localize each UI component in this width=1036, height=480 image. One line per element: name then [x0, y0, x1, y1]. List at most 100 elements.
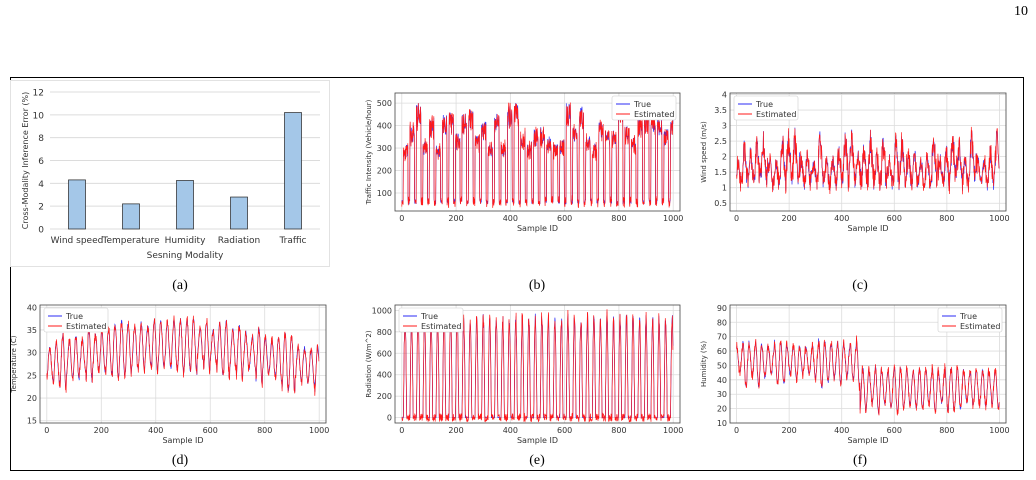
xtick-label: 1000 — [989, 426, 1009, 435]
caption-a: (a) — [172, 278, 188, 293]
plot-frame — [394, 304, 681, 424]
bar-chart-background — [10, 80, 330, 267]
ytick-label: 200 — [377, 167, 392, 176]
legend-label: Estimated — [66, 322, 106, 331]
xtick-label: 400 — [834, 426, 849, 435]
xtick-label: Radiation — [218, 236, 261, 246]
xtick-label: 600 — [203, 426, 218, 435]
x-axis-label: Sample ID — [847, 224, 888, 233]
xtick-label: 400 — [503, 214, 518, 223]
x-axis-label: Sample ID — [517, 436, 558, 445]
legend-label: True — [959, 312, 977, 321]
xtick-label: 0 — [734, 214, 739, 223]
ytick-label: 40 — [27, 303, 37, 312]
ytick-label: 1000 — [372, 306, 392, 315]
series-estimated-line — [736, 335, 1000, 416]
chart-b-traffic: 0 200 400 600 800 1000 100 200 300 400 500 Sample I… — [365, 92, 683, 233]
xtick-label: 800 — [611, 426, 626, 435]
series-estimated-line — [736, 126, 1000, 195]
ytick-label: 4 — [722, 91, 727, 100]
ytick-label: 0 — [38, 226, 44, 236]
y-axis-label: Radiation (W/m^2) — [365, 330, 373, 397]
ytick-label: 500 — [377, 99, 392, 108]
xtick-label: 200 — [448, 214, 463, 223]
ytick-label: 2.5 — [714, 137, 727, 146]
ytick-label: 80 — [717, 318, 727, 327]
xtick-label: 1000 — [663, 426, 683, 435]
x-axis-label: Sesning Modality — [147, 251, 224, 261]
ytick-label: 30 — [717, 390, 727, 399]
legend-label: True — [633, 100, 651, 109]
ytick-label: 20 — [27, 394, 37, 403]
ytick-label: 10 — [717, 419, 727, 428]
xtick-label: 0 — [399, 214, 404, 223]
xtick-label: 200 — [782, 426, 797, 435]
plot-frame — [729, 304, 1007, 424]
x-axis-label: Sample ID — [162, 436, 203, 445]
ytick-label: 0 — [387, 414, 392, 423]
xtick-label: 400 — [503, 426, 518, 435]
bar — [68, 179, 86, 230]
xtick-label: 1000 — [989, 214, 1009, 223]
page-number: 10 — [1014, 4, 1028, 19]
chart-e-radiation: 0 200 400 600 800 1000 0 200 400 600 800 1000 Sample… — [365, 304, 683, 445]
caption-b: (b) — [528, 278, 546, 293]
xtick-label: 0 — [734, 426, 739, 435]
x-axis-label: Sample ID — [847, 436, 888, 445]
ytick-label: 60 — [717, 347, 727, 356]
caption-f: (f) — [853, 453, 867, 468]
ytick-label: 200 — [377, 392, 392, 401]
xtick-label: 200 — [94, 426, 109, 435]
caption-d: (d) — [171, 453, 189, 468]
xtick-label: 400 — [148, 426, 163, 435]
ytick-label: 800 — [377, 328, 392, 337]
plot-frame — [394, 92, 681, 212]
bar — [230, 196, 248, 230]
chart-d-temperature: 0 200 400 600 800 1000 15 20 25 30 35 40 Sample ID Te… — [10, 303, 329, 445]
chart-f-humidity: 0 200 400 600 800 1000 10 20 30 40 50 60 70 80 90 Sampl… — [700, 304, 1010, 445]
ytick-label: 3.5 — [714, 106, 727, 115]
bar — [176, 180, 194, 230]
ytick-label: 600 — [377, 349, 392, 358]
xtick-label: 1000 — [663, 214, 683, 223]
ytick-label: 400 — [377, 122, 392, 131]
xtick-label: 800 — [939, 214, 954, 223]
ytick-label: 10 — [33, 111, 45, 121]
series-estimated-line — [401, 309, 674, 423]
xtick-label: 200 — [782, 214, 797, 223]
plot-frame — [729, 92, 1007, 212]
ytick-label: 2 — [38, 203, 44, 213]
y-axis-label: Cross-Modality Inference Error (%) — [21, 92, 30, 229]
xtick-label: 800 — [939, 426, 954, 435]
figure-frame — [10, 77, 1024, 471]
xtick-label: 600 — [557, 426, 572, 435]
ytick-label: 70 — [717, 333, 727, 342]
y-axis-label: Humidity (%) — [700, 341, 708, 387]
xtick-label: Temperature — [101, 236, 159, 246]
xtick-label: 400 — [834, 214, 849, 223]
ytick-label: 30 — [27, 349, 37, 358]
xtick-label: 0 — [399, 426, 404, 435]
y-axis-label: Traffic Intensity (Vehicle/hour) — [365, 99, 373, 205]
legend-label: Estimated — [960, 322, 1000, 331]
ytick-label: 3 — [722, 122, 727, 131]
legend-label: True — [755, 100, 773, 109]
y-axis-label: Wind speed (m/s) — [700, 121, 708, 183]
ytick-label: 8 — [38, 134, 44, 144]
xtick-label: 800 — [611, 214, 626, 223]
xtick-label: Wind speed — [51, 236, 104, 246]
plot-frame — [39, 304, 327, 424]
ytick-label: 12 — [33, 89, 44, 99]
caption-e: (e) — [529, 453, 545, 468]
legend-label: Estimated — [756, 110, 796, 119]
xtick-label: 200 — [448, 426, 463, 435]
ytick-label: 20 — [717, 405, 727, 414]
xtick-label: Humidity — [165, 236, 206, 246]
ytick-label: 2 — [722, 153, 727, 162]
ytick-label: 0.5 — [714, 199, 727, 208]
xtick-label: 0 — [44, 426, 49, 435]
xtick-label: 1000 — [309, 426, 329, 435]
ytick-label: 40 — [717, 376, 727, 385]
bar — [122, 203, 140, 230]
ytick-label: 90 — [717, 304, 727, 313]
